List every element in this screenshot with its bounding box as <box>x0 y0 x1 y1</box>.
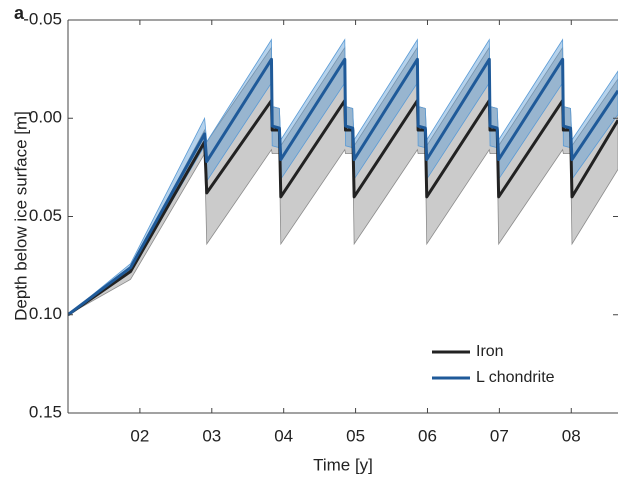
x-tick-label: 06 <box>418 426 437 445</box>
y-tick-label: 0.15 <box>29 402 62 421</box>
x-tick-label: 07 <box>490 426 509 445</box>
axes: -0.05 0.00 0.05 0.10 0.15 02 03 04 05 06 07 08 <box>23 9 618 445</box>
x-tick-label: 08 <box>562 426 581 445</box>
y-axis-label: Depth below ice surface [m] <box>11 111 30 321</box>
bands <box>68 38 618 316</box>
y-tick-label: 0.10 <box>29 304 62 323</box>
series-line <box>68 57 618 316</box>
y-tick-label: 0.05 <box>29 206 62 225</box>
legend-label: Iron <box>476 343 504 360</box>
y-tick-label: 0.00 <box>29 108 62 127</box>
panel-label: a <box>14 3 25 23</box>
x-tick-label: 02 <box>130 426 149 445</box>
y-tick-label: -0.05 <box>23 9 62 28</box>
lines <box>68 57 618 316</box>
x-axis-label: Time [y] <box>313 455 373 474</box>
x-tick-label: 04 <box>274 426 293 445</box>
legend-label: L chondrite <box>476 369 555 386</box>
x-tick-label: 05 <box>346 426 365 445</box>
x-tick-label: 03 <box>202 426 221 445</box>
